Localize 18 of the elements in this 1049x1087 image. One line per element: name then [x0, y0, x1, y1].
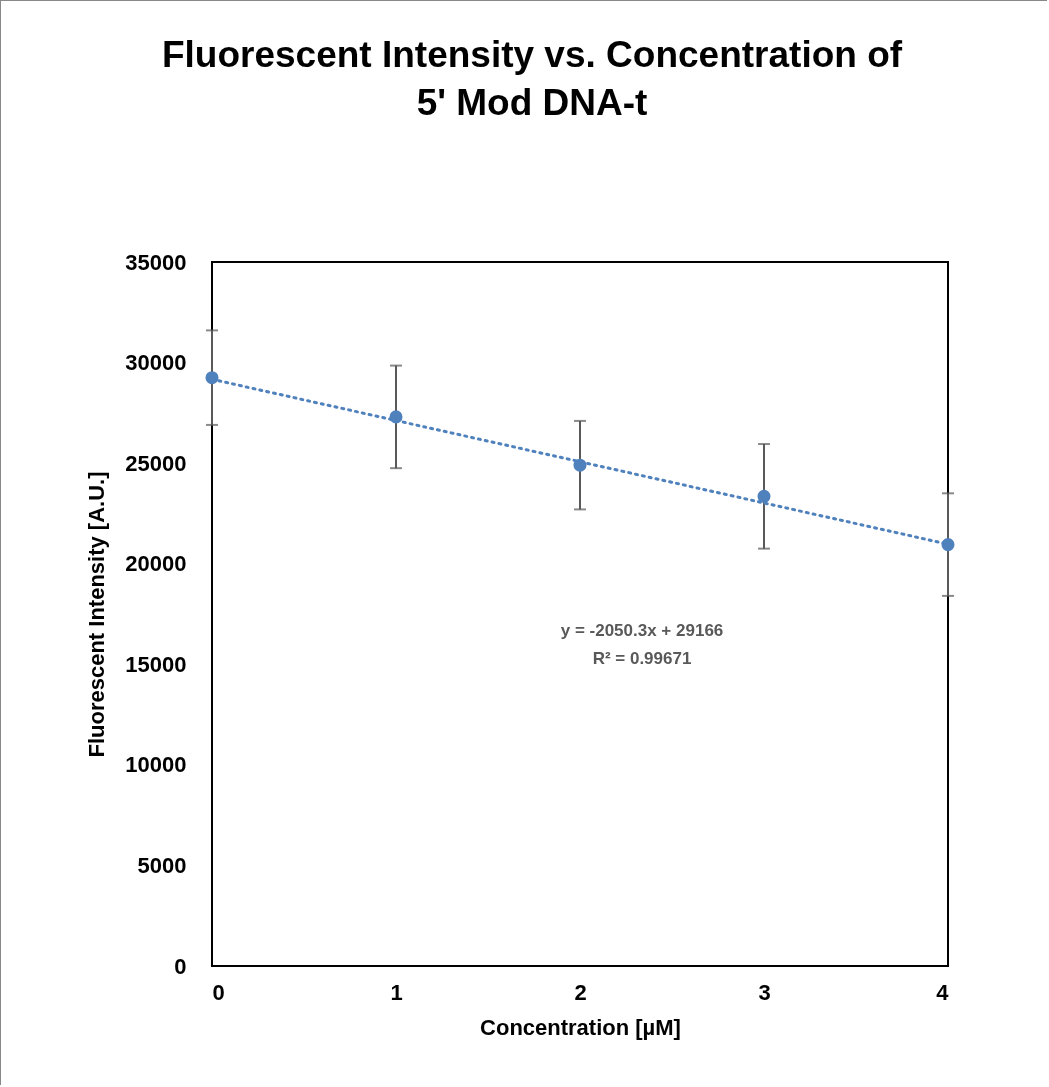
x-tick-label: 4 — [936, 979, 950, 1005]
x-tick-label: 2 — [574, 979, 587, 1005]
y-tick-label: 20000 — [125, 551, 187, 577]
x-tick-label: 0 — [212, 979, 225, 1005]
x-tick-label: 1 — [390, 979, 403, 1005]
y-tick-label: 15000 — [125, 651, 187, 677]
x-tick-label: 3 — [758, 979, 771, 1005]
chart-title: Fluorescent Intensity vs. Concentration of 5' Mod DNA-t — [161, 34, 903, 123]
y-tick-label: 25000 — [125, 450, 187, 476]
y-tick-label: 35000 — [125, 249, 187, 275]
y-tick-label: 0 — [174, 953, 187, 979]
y-tick-label: 5000 — [137, 852, 187, 878]
x-axis-title: Concentration [µM] — [480, 1014, 681, 1040]
y-tick-label: 10000 — [125, 752, 187, 778]
annotation: y = -2050.3x + 29166 — [560, 621, 724, 640]
annotation: R² = 0.99671 — [592, 649, 692, 668]
y-tick-label: 30000 — [125, 350, 187, 376]
y-axis-title: Fluorescent Intensity [A.U.] — [84, 471, 110, 758]
